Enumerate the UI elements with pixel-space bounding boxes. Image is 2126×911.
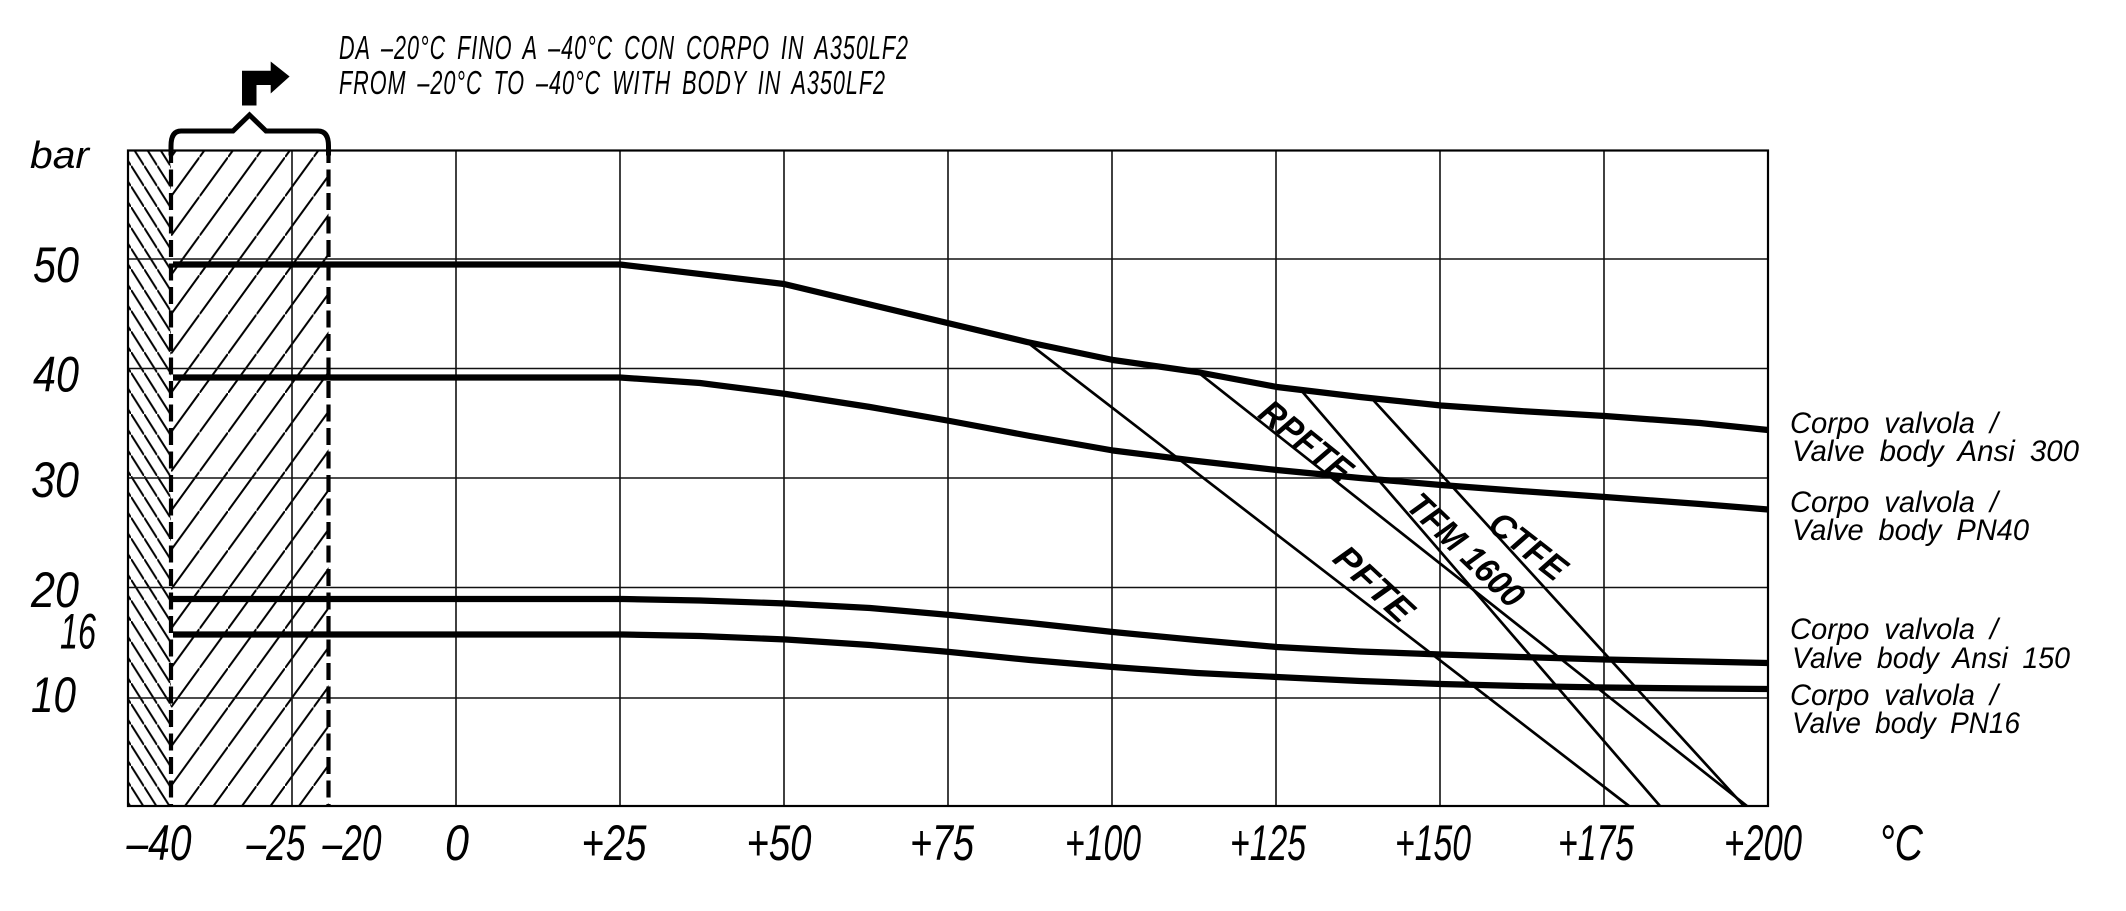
svg-text:–40: –40 <box>126 815 192 871</box>
svg-text:20: 20 <box>30 562 79 618</box>
svg-text:0: 0 <box>445 815 469 871</box>
svg-text:+200: +200 <box>1724 815 1802 871</box>
svg-text:–25: –25 <box>246 815 306 871</box>
svg-text:FROM –20°C TO –40°C WITH BODY: FROM –20°C TO –40°C WITH BODY IN A350LF2 <box>339 64 886 101</box>
svg-text:Corpo valvola /: Corpo valvola / <box>1790 613 2001 646</box>
svg-text:+100: +100 <box>1065 815 1141 871</box>
svg-text:Valve body Ansi 150: Valve body Ansi 150 <box>1792 642 2070 675</box>
svg-text:30: 30 <box>31 452 79 508</box>
svg-text:+75: +75 <box>910 815 974 871</box>
svg-text:°C: °C <box>1879 815 1924 871</box>
svg-text:bar: bar <box>30 135 90 177</box>
svg-text:40: 40 <box>33 347 79 403</box>
svg-text:–20: –20 <box>322 815 382 871</box>
svg-text:+175: +175 <box>1558 815 1634 871</box>
svg-text:Corpo valvola /: Corpo valvola / <box>1790 486 2001 519</box>
svg-text:50: 50 <box>33 237 79 293</box>
svg-text:+25: +25 <box>582 815 647 871</box>
svg-text:Valve body PN16: Valve body PN16 <box>1792 707 2020 740</box>
svg-text:16: 16 <box>60 604 96 660</box>
svg-text:+125: +125 <box>1230 815 1306 871</box>
svg-text:+150: +150 <box>1395 815 1471 871</box>
svg-text:Valve body Ansi 300: Valve body Ansi 300 <box>1792 435 2079 468</box>
svg-text:+50: +50 <box>747 815 812 871</box>
svg-text:10: 10 <box>31 667 76 723</box>
svg-text:DA –20°C FINO A –40°C CON CORP: DA –20°C FINO A –40°C CON CORPO IN A350L… <box>339 29 909 66</box>
svg-text:Corpo valvola /: Corpo valvola / <box>1790 679 2001 712</box>
svg-text:Corpo valvola /: Corpo valvola / <box>1790 407 2001 440</box>
svg-text:Valve body PN40: Valve body PN40 <box>1792 514 2029 547</box>
